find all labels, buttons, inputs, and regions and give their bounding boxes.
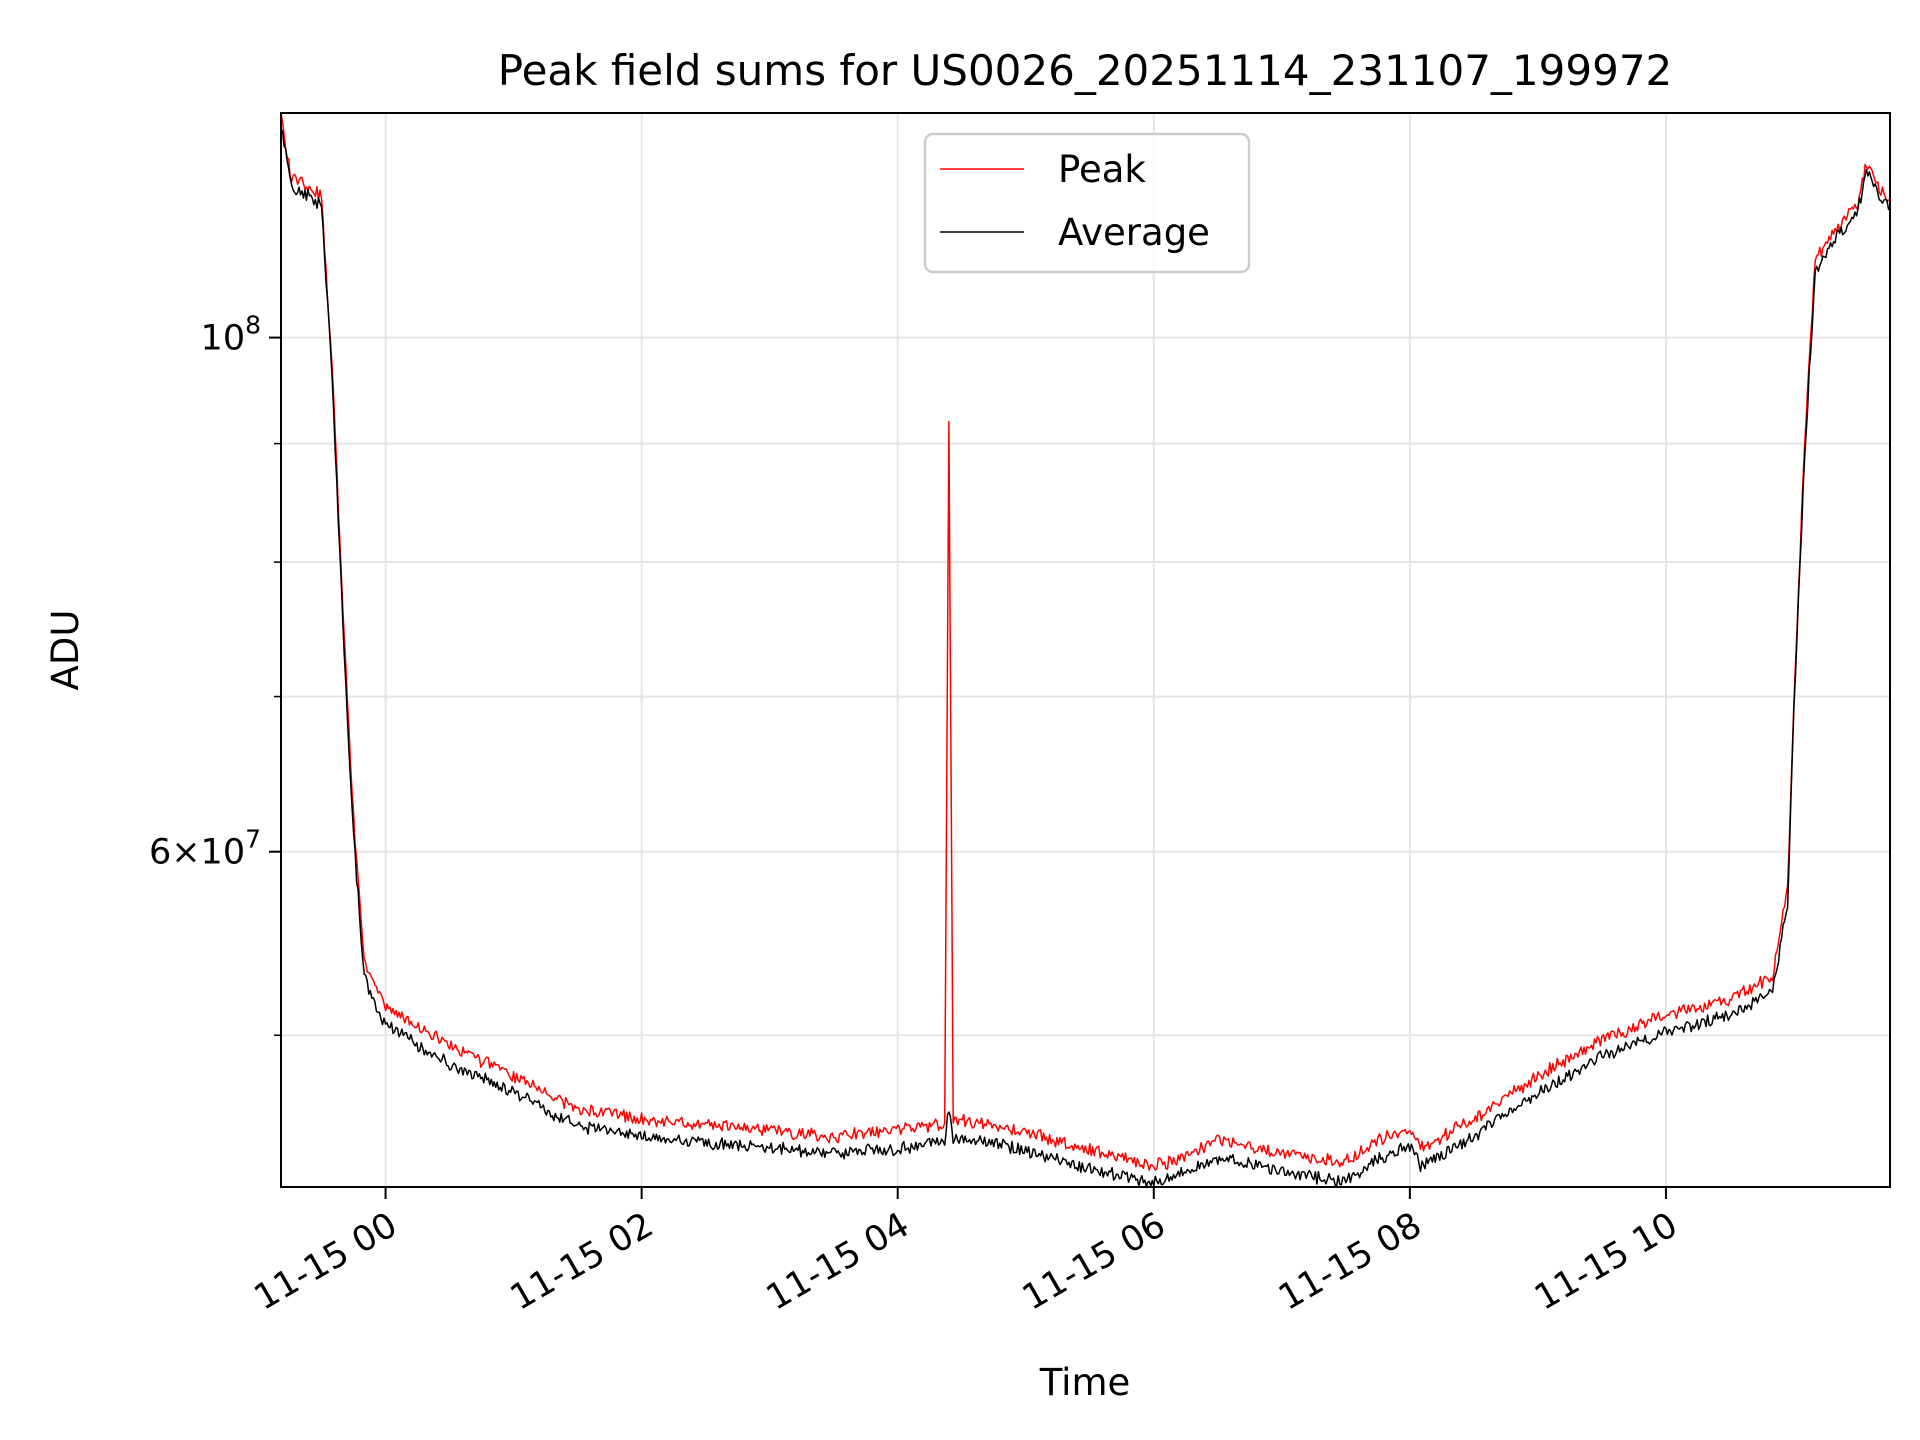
series-line-average [281, 128, 1890, 1187]
y-axis-label: ADU [44, 610, 87, 691]
y-tick-label: 108 [201, 311, 261, 359]
plot-frame [280, 112, 1891, 1188]
y-tick-label: 6×107 [149, 825, 261, 873]
plot-series [281, 113, 1890, 1187]
y-axis: 108 6×107 [149, 311, 281, 1036]
chart-title: Peak field sums for US0026_20251114_2311… [498, 46, 1673, 95]
x-axis-label: Time [1039, 1361, 1131, 1404]
legend: Peak Average [923, 132, 1251, 274]
legend-label-average: Average [1058, 211, 1210, 254]
legend-label-peak: Peak [1058, 148, 1146, 191]
grid [281, 113, 1890, 1187]
series-line-peak [281, 113, 1890, 1171]
